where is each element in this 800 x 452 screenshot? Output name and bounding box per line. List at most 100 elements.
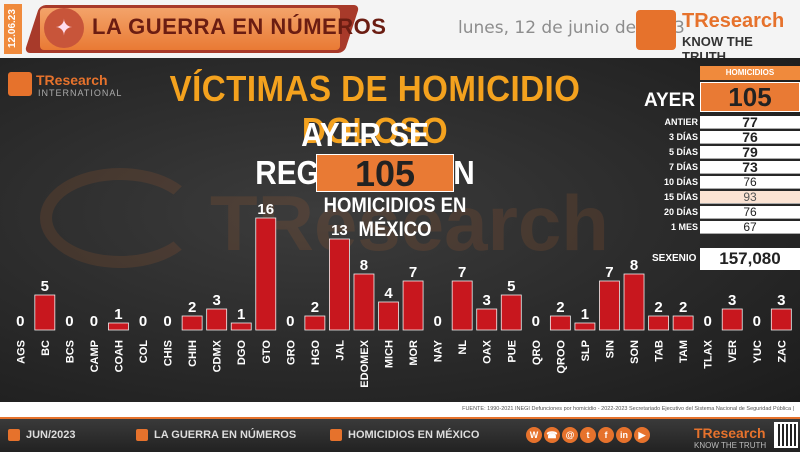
calendar-icon <box>8 429 20 442</box>
state-tick-label: MICH <box>384 340 396 368</box>
state-tick-label: NL <box>457 340 469 355</box>
state-tick-label: JAL <box>334 340 346 361</box>
footer-brand-name: TResearch <box>694 425 766 441</box>
twitter-icon[interactable]: t <box>580 427 596 443</box>
stats-row-value: 76 <box>700 176 800 189</box>
state-tick-label: CHIS <box>163 340 175 366</box>
footer-section-label: LA GUERRA EN NÚMEROS <box>154 429 297 441</box>
stats-row-label: 10 DÍAS <box>663 177 698 187</box>
brand-chart-icon <box>636 10 676 50</box>
stats-row-label: 3 DÍAS <box>668 132 698 142</box>
bar-value-label: 0 <box>704 313 712 330</box>
state-tick-label: OAX <box>482 339 494 364</box>
state-tick-label: NAY <box>433 339 445 362</box>
header-date-vertical: 12.06.23 <box>4 4 22 54</box>
footer-brand[interactable]: TResearch KNOW THE TRUTH <box>694 425 766 450</box>
header-date: lunes, 12 de junio de 2023 <box>458 18 685 38</box>
linkedin-icon[interactable]: in <box>616 427 632 443</box>
stats-row: 10 DÍAS 76 <box>644 176 800 189</box>
bar-value-label: 5 <box>507 278 515 295</box>
bar-tab <box>648 315 669 331</box>
bar-bc <box>34 294 56 331</box>
bar-value-label: 7 <box>409 264 417 281</box>
bar-oax <box>476 308 498 331</box>
bar-value-label: 0 <box>286 313 294 330</box>
state-tick-label: BC <box>40 340 52 356</box>
stats-row: 3 DÍAS 76 <box>644 130 800 144</box>
state-tick-label: GTO <box>261 340 273 364</box>
bar-value-label: 8 <box>360 257 368 274</box>
social-links: W ☎ @ t f in ▶ <box>526 427 656 445</box>
state-tick-label: SLP <box>580 340 592 361</box>
stats-row-label: 7 DÍAS <box>668 162 698 172</box>
state-tick-label: DGO <box>236 340 248 366</box>
stats-row-value: 76 <box>700 130 800 144</box>
stats-row: 5 DÍAS 79 <box>644 145 800 159</box>
intl-logo-icon <box>8 72 32 96</box>
mexico-map-icon: ✦ <box>44 8 84 48</box>
state-tick-label: GRO <box>285 340 297 366</box>
bar-coah <box>108 322 129 331</box>
stats-row: 20 DÍAS 76 <box>644 206 800 219</box>
state-tick-label: PUE <box>506 340 518 363</box>
whatsapp-icon[interactable]: W <box>526 427 542 443</box>
brand-logo[interactable]: TResearch KNOW THE TRUTH <box>636 8 798 64</box>
state-tick-label: VER <box>727 340 739 363</box>
header: 12.06.23 ✦ LA GUERRA EN NÚMEROS lunes, 1… <box>0 0 800 64</box>
bar-jal <box>329 238 350 331</box>
state-tick-label: COL <box>138 340 150 364</box>
youtube-icon[interactable]: ▶ <box>634 427 650 443</box>
bar-value-label: 1 <box>581 306 589 323</box>
state-tick-label: EDOMEX <box>359 339 371 387</box>
phone-icon[interactable]: ☎ <box>544 427 560 443</box>
stats-ayer-label: AYER <box>644 90 696 111</box>
bar-qroo <box>549 315 571 331</box>
bar-value-label: 3 <box>213 292 221 309</box>
title-banner <box>40 8 340 50</box>
state-tick-label: ZAC <box>776 340 788 363</box>
footer-section: LA GUERRA EN NÚMEROS <box>136 429 297 442</box>
facebook-icon[interactable]: f <box>598 427 614 443</box>
bar-slp <box>574 322 596 331</box>
bar-mich <box>378 301 399 331</box>
stats-row-value: 76 <box>700 206 800 219</box>
bar-hgo <box>304 315 326 331</box>
bar-value-label: 0 <box>90 313 98 330</box>
bar-dgo <box>230 322 252 331</box>
intl-logo-sub: INTERNATIONAL <box>38 88 123 98</box>
bar-value-label: 0 <box>16 313 24 330</box>
stats-header: HOMICIDIOS <box>700 66 800 80</box>
intl-logo-name: TResearch <box>36 72 108 88</box>
mail-icon[interactable]: @ <box>562 427 578 443</box>
sexenio-label: SEXENIO <box>652 253 697 264</box>
footer-topic: HOMICIDIOS EN MÉXICO <box>330 429 480 442</box>
state-tick-label: CDMX <box>212 339 224 372</box>
stats-row: 15 DÍAS 93 <box>644 191 800 204</box>
state-tick-label: TAM <box>678 340 690 363</box>
bar-value-label: 3 <box>728 292 736 309</box>
bar-value-label: 0 <box>65 313 73 330</box>
bar-value-label: 7 <box>458 264 466 281</box>
bar-nl <box>451 280 473 331</box>
footer-brand-tagline: KNOW THE TRUTH <box>694 441 767 450</box>
footer-month: JUN/2023 <box>8 429 76 442</box>
qr-code[interactable] <box>774 422 798 448</box>
footer: JUN/2023 LA GUERRA EN NÚMEROS HOMICIDIOS… <box>0 417 800 452</box>
footer-topic-label: HOMICIDIOS EN MÉXICO <box>348 429 480 441</box>
map-pin-icon <box>136 429 148 442</box>
state-tick-label: AGS <box>15 340 27 364</box>
stats-ayer-value: 105 <box>700 82 800 112</box>
bar-value-label: 2 <box>556 299 564 316</box>
stats-row-label: 5 DÍAS <box>668 147 698 157</box>
state-tick-label: MOR <box>408 340 420 366</box>
state-tick-label: HGO <box>310 340 322 366</box>
bar-edomex <box>353 273 375 331</box>
state-tick-label: SON <box>629 340 641 364</box>
bar-value-label: 4 <box>384 285 393 302</box>
stats-row-value: 93 <box>700 191 800 204</box>
stats-row-value: 79 <box>700 145 800 159</box>
bar-value-label: 0 <box>163 313 171 330</box>
bar-value-label: 0 <box>532 313 540 330</box>
bar-value-label: 13 <box>331 222 348 239</box>
stats-row-value: 73 <box>700 160 800 174</box>
